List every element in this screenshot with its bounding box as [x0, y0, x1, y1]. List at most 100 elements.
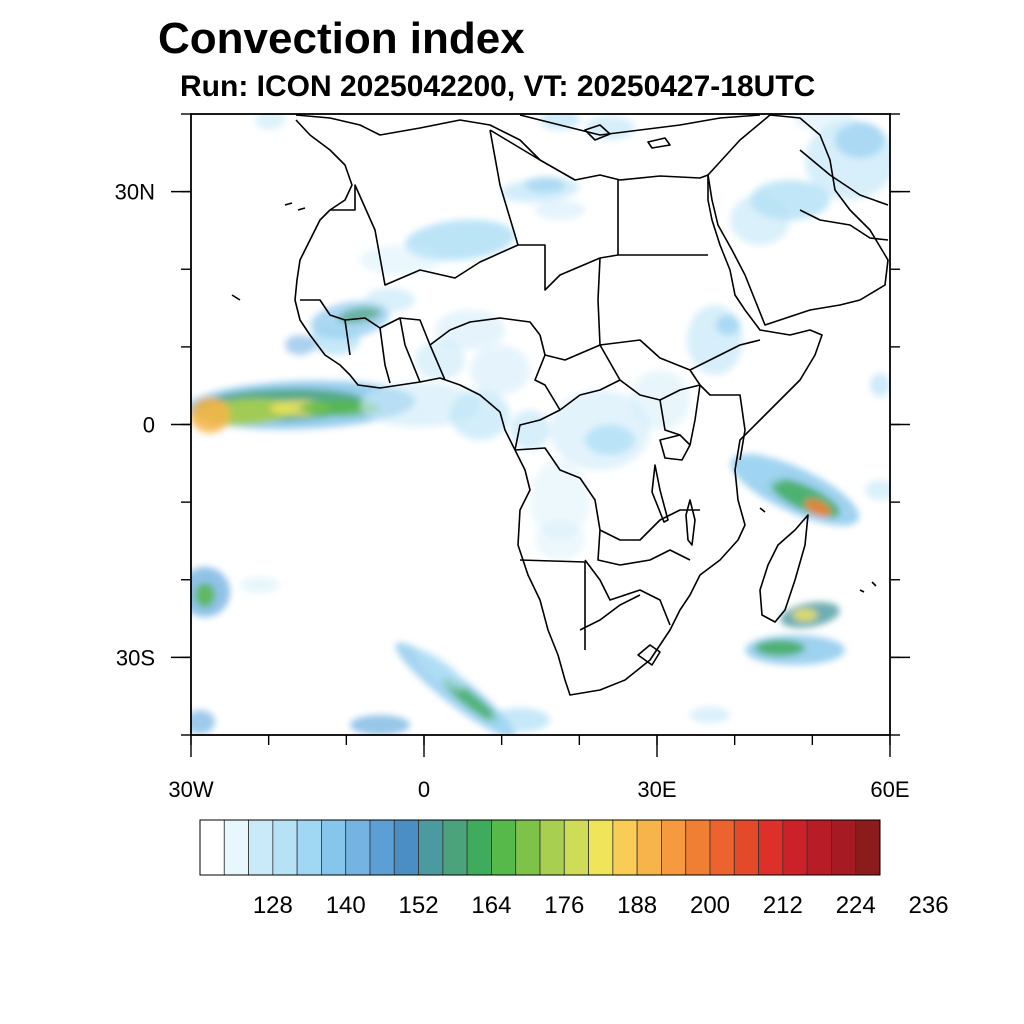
colorbar-swatch [321, 819, 347, 876]
convection-cell [360, 245, 440, 275]
x-tick-label: 0 [418, 777, 430, 802]
convection-cell [795, 114, 855, 132]
y-tick-label: 30S [116, 645, 155, 670]
borders-north [330, 129, 708, 291]
colorbar-label: 140 [326, 892, 366, 919]
colorbar-swatch [393, 819, 419, 876]
convection-cell [490, 708, 550, 732]
island-canaries [231, 202, 306, 301]
colorbar-swatch [758, 819, 784, 876]
x-tick-label: 60E [870, 777, 909, 802]
coastline-madagascar [759, 514, 809, 623]
convection-cell [755, 640, 805, 656]
convection-cell [450, 390, 510, 440]
colorbar-swatch [369, 819, 395, 876]
coastline-persian-gulf [799, 209, 889, 241]
convection-cell [310, 325, 360, 355]
convection-cell [585, 425, 635, 455]
coastline-arabia [707, 114, 889, 326]
colorbar-label: 152 [399, 892, 439, 919]
convection-cell [530, 460, 590, 540]
y-tick-label: 0 [143, 413, 155, 438]
convection-cell [835, 122, 885, 158]
convection-cell [525, 177, 565, 193]
axes-layer: 30W 0 30E 60E 30N 0 30S [115, 113, 910, 802]
convection-cell [415, 340, 465, 380]
colorbar-swatch [515, 819, 541, 876]
colorbar-swatch [685, 819, 711, 876]
convection-cell [300, 400, 380, 416]
colorbar-swatch [223, 819, 249, 876]
colorbar-label: 200 [690, 892, 730, 919]
colorbar-swatch [248, 819, 274, 876]
colorbar-swatch [855, 819, 881, 876]
convection-cell [690, 707, 730, 723]
colorbar-frame [199, 819, 881, 876]
colorbar-label: 164 [471, 892, 511, 919]
convection-cell [870, 373, 890, 397]
convection-cell [191, 397, 230, 433]
colorbar-label: 236 [909, 892, 949, 919]
convection-cell [350, 715, 410, 735]
colorbar-swatch [442, 819, 468, 876]
boundaries-layer [231, 114, 889, 696]
colorbar-swatch [539, 819, 565, 876]
chart-title: Convection index [158, 14, 525, 63]
colorbar-swatch [491, 819, 517, 876]
convection-cell [716, 315, 740, 335]
convection-cell [365, 288, 415, 312]
convection-cell [405, 219, 515, 261]
convection-cell [540, 114, 580, 130]
x-tick-label: 30W [168, 777, 213, 802]
colorbar-label: 128 [253, 892, 293, 919]
lake-victoria [659, 434, 691, 461]
lake-tanganyika [651, 464, 669, 523]
x-tick-label: 30E [637, 777, 676, 802]
colorbar-swatch [612, 819, 638, 876]
colorbar: 128 140 152 164 176 188 200 212 224 236 [199, 819, 949, 919]
convection-cell [240, 577, 280, 593]
colorbar-swatch [661, 819, 687, 876]
colorbar-swatch [782, 819, 808, 876]
colorbar-swatch [733, 819, 759, 876]
convection-cell [255, 114, 285, 130]
convection-field-layer [191, 114, 890, 735]
coastline-africa [294, 114, 823, 696]
colorbar-swatch [588, 819, 614, 876]
colorbar-label: 224 [836, 892, 876, 919]
colorbar-swatch [296, 819, 322, 876]
convection-cell [285, 335, 315, 355]
convection-cell [687, 305, 743, 375]
colorbar-swatch [466, 819, 492, 876]
colorbar-swatch [831, 819, 857, 876]
borders-east [659, 339, 761, 461]
coastline-iran [799, 149, 889, 206]
coastline-europe [519, 114, 761, 136]
convection-cell [195, 583, 215, 607]
colorbar-swatch [272, 819, 298, 876]
convection-cell [191, 710, 215, 734]
convection-cell [735, 453, 785, 487]
island-comoros-mascarene [759, 507, 877, 593]
colorbar-swatch [199, 819, 225, 876]
convection-cell [470, 345, 530, 395]
lake-malawi [685, 499, 696, 546]
convection-cell [865, 480, 890, 500]
convection-cell [535, 520, 585, 560]
colorbar-swatch [418, 819, 444, 876]
borders-west [300, 299, 541, 384]
colorbar-swatch [345, 819, 371, 876]
chart-subtitle: Run: ICON 2025042200, VT: 20250427-18UTC [180, 70, 816, 103]
convection-cell [730, 195, 790, 245]
convection-cell [415, 649, 465, 691]
colorbar-swatch [636, 819, 662, 876]
coastline-sicily-crete [584, 124, 671, 149]
convection-cell [535, 200, 585, 220]
convection-cell [793, 609, 817, 621]
colorbar-label: 176 [544, 892, 584, 919]
lesotho [637, 644, 661, 666]
colorbar-swatch [709, 819, 735, 876]
colorbar-swatch [563, 819, 589, 876]
convection-cell [360, 383, 480, 427]
